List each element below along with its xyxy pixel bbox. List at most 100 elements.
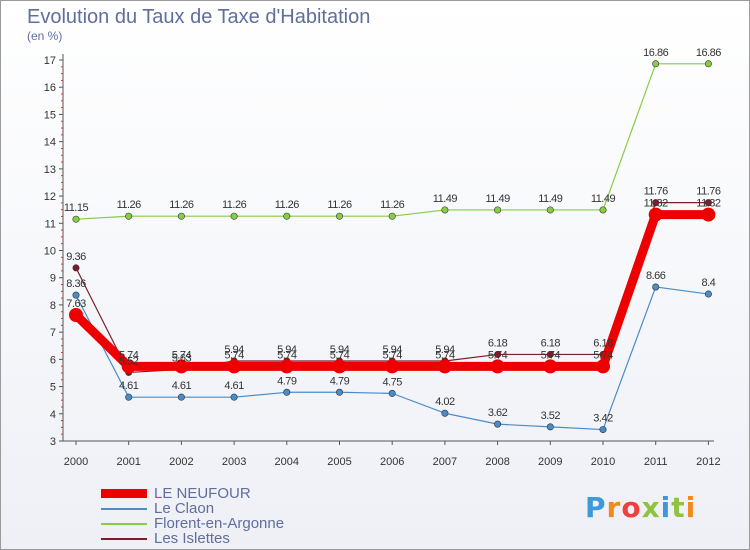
- data-point: [388, 389, 396, 397]
- x-tick-label: 2007: [433, 456, 457, 468]
- data-point: [335, 388, 343, 396]
- data-point: [72, 215, 80, 223]
- data-label: 11.15: [64, 202, 89, 214]
- data-point: [230, 393, 238, 401]
- data-label: 5.74: [224, 349, 244, 361]
- data-label: 5.94: [277, 344, 297, 356]
- logo-letter: P: [585, 491, 607, 524]
- data-label: 7.63: [66, 298, 86, 310]
- data-point: [494, 420, 502, 428]
- data-point: [652, 199, 660, 207]
- data-point: [332, 359, 347, 374]
- data-label: 5.74: [435, 349, 455, 361]
- data-label: 11.26: [169, 199, 194, 211]
- data-point: [125, 212, 133, 220]
- x-tick-label: 2000: [64, 456, 88, 468]
- y-tick-label: 14: [44, 137, 56, 149]
- data-label: 5.94: [224, 344, 244, 356]
- data-label: 11.49: [485, 193, 510, 205]
- data-point: [227, 359, 242, 374]
- data-label: 4.79: [277, 375, 297, 387]
- y-tick-label: 5: [50, 382, 56, 394]
- data-point: [177, 212, 185, 220]
- y-tick-label: 9: [50, 273, 56, 285]
- x-tick-label: 2002: [169, 456, 193, 468]
- data-label: 11.26: [327, 199, 352, 211]
- data-point: [490, 359, 505, 374]
- y-tick-label: 7: [50, 327, 56, 339]
- data-label: 5.94: [382, 344, 402, 356]
- y-tick-label: 3: [50, 436, 56, 448]
- data-point: [279, 359, 294, 374]
- data-point: [596, 359, 610, 374]
- data-point: [283, 212, 291, 220]
- x-tick-label: 2004: [275, 456, 299, 468]
- legend-label: LE NEUFOUR: [154, 485, 251, 502]
- data-label: 8.4: [702, 277, 716, 289]
- y-tick-label: 15: [44, 109, 56, 121]
- data-point: [72, 264, 80, 272]
- legend-swatch: [101, 501, 147, 516]
- data-point: [230, 212, 238, 220]
- data-point: [652, 60, 660, 68]
- data-point: [494, 206, 502, 214]
- data-label: 4.79: [330, 375, 350, 387]
- data-label: 4.02: [435, 396, 455, 408]
- y-tick-label: 11: [45, 218, 56, 230]
- data-label: 11.26: [275, 199, 300, 211]
- y-tick-label: 10: [44, 246, 56, 258]
- x-tick-label: 2001: [116, 456, 140, 468]
- data-point: [546, 350, 554, 358]
- data-label: 5.74: [277, 349, 297, 361]
- y-tick-label: 16: [44, 82, 56, 94]
- x-tick-label: 2003: [222, 456, 246, 468]
- legend-swatch: [101, 486, 147, 501]
- logo-letter: t: [671, 491, 686, 524]
- data-label: 3.42: [593, 413, 613, 425]
- x-tick-label: 2009: [538, 456, 562, 468]
- y-tick-label: 8: [50, 300, 56, 312]
- data-label: 16.86: [696, 47, 721, 59]
- legend-swatch: [101, 516, 147, 531]
- data-label: 5.74: [382, 349, 402, 361]
- logo-letter: x: [641, 491, 661, 524]
- data-point: [385, 359, 400, 374]
- y-tick-label: 12: [44, 191, 56, 203]
- data-label: 5.74: [488, 349, 508, 361]
- y-tick-label: 13: [44, 164, 56, 176]
- data-label: 4.61: [119, 380, 139, 392]
- x-tick-label: 2005: [327, 456, 351, 468]
- y-tick-label: 6: [50, 354, 56, 366]
- data-label: 5.94: [330, 344, 350, 356]
- data-label: 3.62: [488, 407, 508, 419]
- data-point: [701, 207, 716, 222]
- data-point: [437, 359, 452, 374]
- data-label: 11.26: [380, 199, 405, 211]
- logo-letter: o: [621, 491, 642, 524]
- data-point: [177, 393, 185, 401]
- data-label: 6.18: [541, 337, 561, 349]
- y-tick-label: 17: [44, 55, 56, 67]
- data-point: [121, 359, 136, 374]
- data-label: 5.74: [593, 349, 613, 361]
- data-label: 3.52: [541, 410, 561, 422]
- proxiti-logo: Proxiti: [585, 491, 696, 524]
- data-label: 11.76: [696, 186, 721, 198]
- data-point: [704, 290, 712, 298]
- data-label: 8.66: [646, 270, 666, 282]
- data-label: 4.61: [224, 380, 244, 392]
- data-label: 4.75: [382, 376, 402, 388]
- data-label: 4.61: [172, 380, 192, 392]
- logo-letter: i: [685, 491, 697, 524]
- data-label: 11.49: [538, 193, 563, 205]
- chart-title: Evolution du Taux de Taxe d'Habitation: [27, 6, 371, 28]
- data-label: 9.36: [66, 251, 86, 263]
- data-label: 11.49: [591, 193, 616, 205]
- data-point: [599, 426, 607, 434]
- data-point: [494, 350, 502, 358]
- data-label: 5.94: [435, 344, 455, 356]
- logo-letter: r: [606, 491, 622, 524]
- legend-label: Florent-en-Argonne: [154, 515, 285, 532]
- data-label: 8.36: [66, 278, 86, 290]
